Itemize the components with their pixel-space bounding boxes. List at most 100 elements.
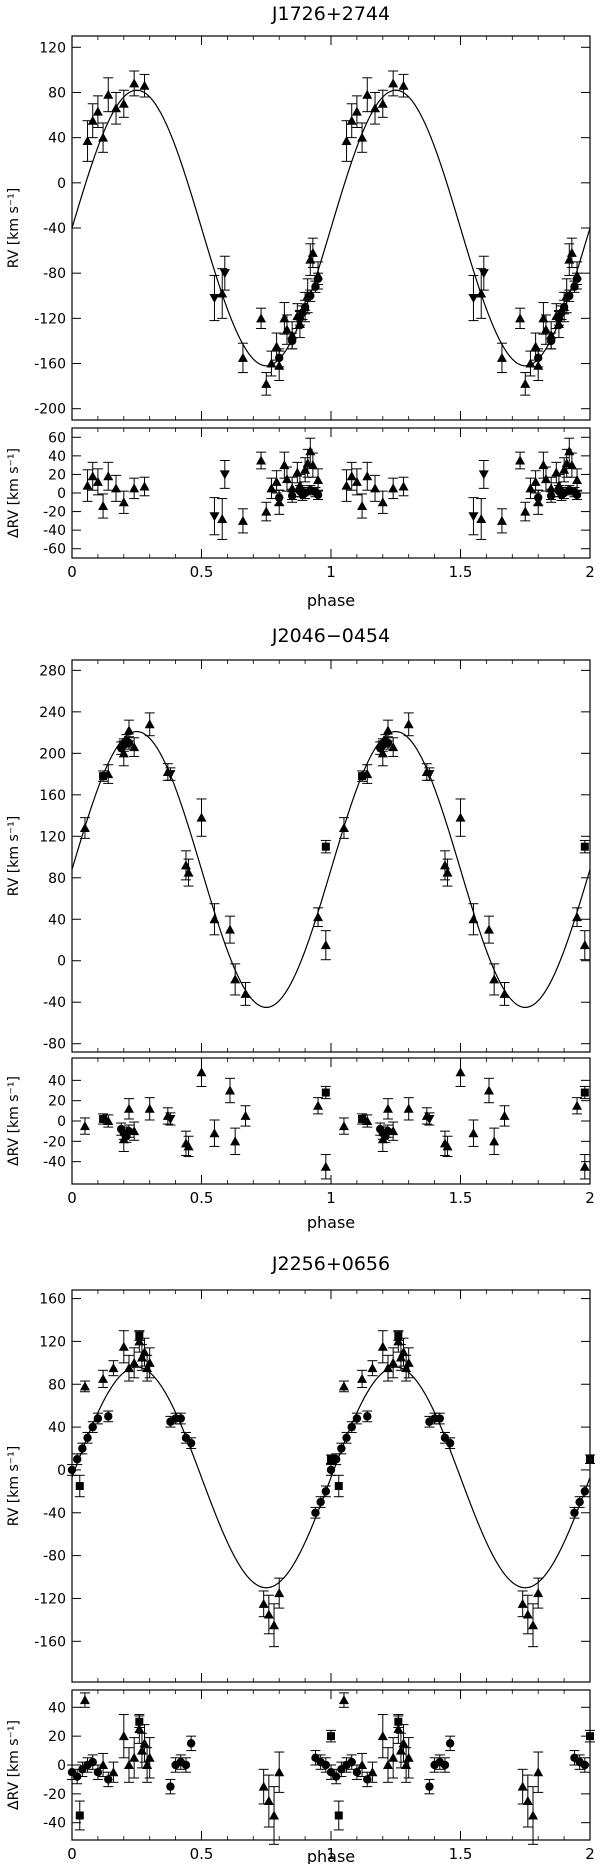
triangle-marker	[108, 1363, 119, 1373]
circle-marker	[331, 1772, 341, 1781]
square-marker	[586, 1732, 594, 1741]
triangle-marker	[183, 867, 194, 877]
square-marker	[394, 1332, 403, 1341]
circle-marker	[124, 738, 134, 748]
triangle-marker	[261, 378, 272, 388]
triangle-marker	[566, 460, 577, 470]
circle-marker	[275, 353, 284, 363]
triangle-marker	[118, 497, 129, 507]
triangle-marker	[144, 1357, 155, 1367]
triangle-marker	[566, 247, 577, 257]
circle-marker	[559, 302, 569, 312]
circle-marker	[570, 1508, 579, 1517]
triangle-marker	[489, 974, 500, 984]
y-tick-label: 40	[48, 1420, 66, 1436]
y-tick-label: 0	[57, 176, 66, 192]
inverted-triangle-marker	[424, 770, 435, 780]
square-marker	[321, 1088, 330, 1097]
triangle-marker	[533, 1767, 544, 1777]
circle-marker	[186, 1438, 196, 1448]
triangle-marker	[351, 476, 362, 486]
triangle-marker	[129, 1752, 140, 1762]
triangle-marker	[224, 1085, 235, 1095]
circle-marker	[331, 1455, 341, 1464]
circle-marker	[580, 1760, 590, 1770]
triangle-marker	[341, 480, 352, 490]
triangle-marker	[269, 1620, 280, 1630]
triangle-marker	[393, 1336, 404, 1346]
y-tick-label: -80	[43, 1037, 66, 1053]
resid-y-axis-label: ΔRV [km s⁻¹]	[6, 1720, 22, 1810]
circle-marker	[534, 493, 543, 502]
triangle-marker	[362, 471, 373, 481]
triangle-marker	[398, 1347, 409, 1357]
triangle-marker	[398, 80, 409, 90]
triangle-marker	[266, 358, 277, 368]
circle-marker	[534, 353, 543, 363]
triangle-marker	[281, 474, 292, 484]
resid-y-tick-label: 40	[48, 449, 66, 465]
y-tick-label: 0	[57, 1463, 66, 1479]
circle-marker	[316, 1497, 325, 1507]
circle-marker	[440, 1760, 450, 1770]
triangle-marker	[196, 812, 207, 822]
circle-marker	[352, 1768, 362, 1777]
circle-marker	[572, 490, 582, 500]
circle-marker	[575, 1497, 584, 1507]
triangle-marker	[388, 1752, 399, 1762]
triangle-marker	[217, 514, 228, 523]
triangle-marker	[98, 1760, 109, 1769]
circle-marker	[306, 291, 315, 300]
triangle-marker	[496, 352, 507, 362]
triangle-marker	[398, 1738, 409, 1748]
y-tick-label: 200	[39, 746, 66, 762]
circle-marker	[186, 1739, 196, 1748]
triangle-marker	[82, 480, 93, 490]
x-tick-label: 1	[326, 1845, 336, 1863]
x-tick-label: 2	[585, 563, 595, 581]
square-marker	[75, 1482, 84, 1490]
x-tick-label: 1	[326, 563, 336, 581]
triangle-marker	[118, 748, 129, 758]
fit-curve	[71, 89, 591, 367]
triangle-marker	[87, 115, 98, 125]
circle-marker	[440, 1433, 450, 1443]
circle-marker	[313, 274, 323, 284]
circle-marker	[321, 1760, 331, 1770]
triangle-marker	[525, 358, 536, 368]
circle-marker	[363, 1412, 372, 1421]
triangle-marker	[338, 1695, 349, 1705]
triangle-marker	[320, 940, 331, 950]
series-squares	[98, 770, 590, 1125]
chart-title: J2046−0454	[271, 625, 390, 647]
triangle-marker	[79, 1121, 90, 1131]
square-marker	[99, 772, 108, 781]
triangle-marker	[455, 1067, 466, 1077]
inverted-triangle-marker	[165, 1114, 176, 1124]
triangle-marker	[230, 974, 241, 984]
y-tick-label: 120	[39, 40, 66, 56]
triangle-marker	[279, 460, 290, 470]
triangle-marker	[520, 506, 531, 516]
triangle-marker	[123, 1760, 134, 1769]
triangle-marker	[103, 471, 114, 481]
triangle-marker	[357, 1760, 368, 1769]
circle-marker	[287, 491, 297, 500]
square-marker	[334, 1811, 343, 1820]
chart-title: J1726+2744	[271, 3, 390, 25]
triangle-marker	[564, 446, 575, 456]
square-marker	[75, 1811, 84, 1820]
triangle-marker	[579, 1161, 590, 1171]
triangle-marker	[237, 515, 248, 525]
series-inverted-triangles	[165, 767, 435, 1126]
triangle-marker	[393, 1723, 404, 1733]
y-tick-label: 160	[39, 788, 66, 804]
inverted-triangle-marker	[468, 512, 479, 522]
inverted-triangle-marker	[424, 1114, 435, 1124]
triangle-marker	[292, 467, 303, 477]
series-filled-circles	[274, 272, 583, 506]
triangle-marker	[240, 1110, 251, 1120]
triangle-marker	[209, 1128, 220, 1138]
inverted-triangle-marker	[478, 269, 489, 279]
